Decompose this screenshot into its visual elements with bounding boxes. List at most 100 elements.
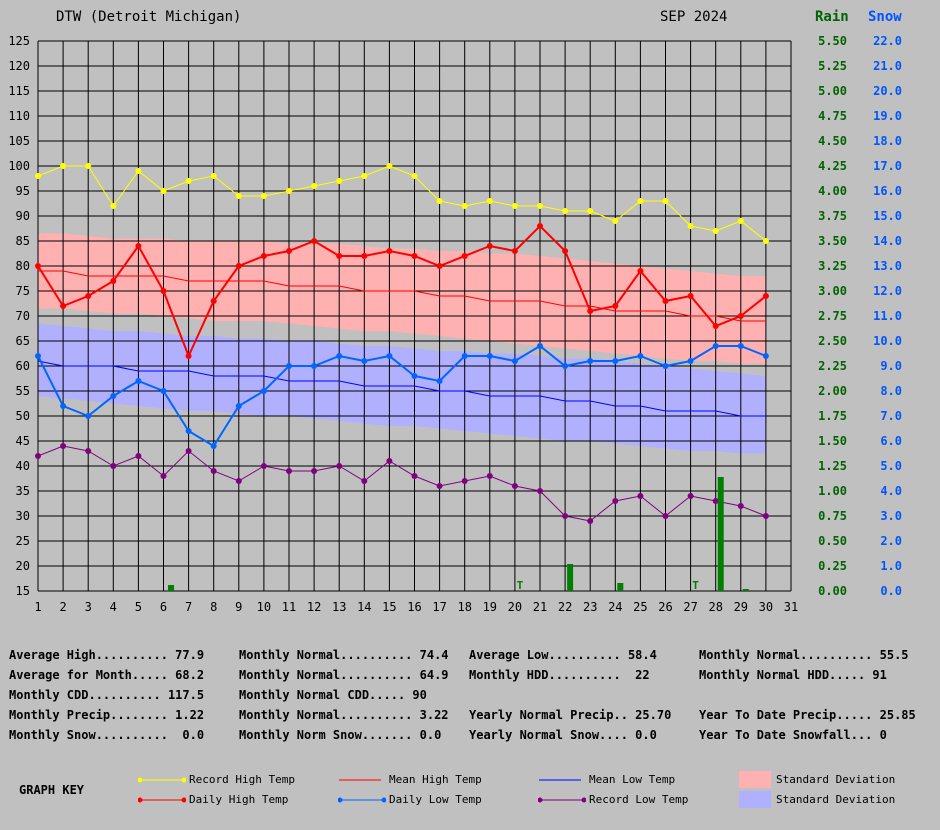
record-low-temp-point	[587, 518, 594, 524]
mean-high-temp-line	[38, 270, 766, 322]
record-high-temp-point	[260, 193, 267, 199]
daily-high-temp-point	[712, 323, 719, 329]
x-tick-label: 7	[185, 600, 192, 614]
record-high-temp-point	[185, 178, 192, 184]
graph-key-title: GRAPH KEY	[19, 783, 85, 797]
record-low-temp-point	[662, 513, 669, 519]
x-tick-label: 1	[34, 600, 41, 614]
daily-low-temp-point	[411, 373, 418, 379]
stat-r3c0: Monthly Precip........ 1.22	[9, 708, 205, 722]
record-low-temp-point	[160, 473, 167, 479]
record-high-temp-point	[486, 198, 493, 204]
record-low-temp-point	[511, 483, 518, 489]
daily-low-temp-point	[110, 393, 117, 399]
rain-tick-label: 2.75	[818, 309, 847, 323]
trace-marker: T	[517, 579, 524, 592]
record-high-temp-point	[637, 198, 644, 204]
daily-high-temp-point	[662, 298, 669, 304]
snow-tick-label: 3.0	[880, 509, 902, 523]
key-sd-high-swatch	[739, 771, 771, 788]
record-low-temp-point	[135, 453, 142, 459]
record-low-temp-point	[386, 458, 393, 464]
daily-high-temp-point	[687, 293, 694, 299]
daily-high-temp-point	[612, 303, 619, 309]
record-high-temp-point	[235, 193, 242, 199]
daily-high-temp-point	[185, 353, 192, 359]
y-tick-label: 40	[16, 459, 30, 473]
climate-chart: 1520253035404550556065707580859095100105…	[8, 34, 902, 614]
daily-high-temp-point	[411, 253, 418, 259]
x-tick-label: 31	[784, 600, 798, 614]
y-tick-label: 85	[16, 234, 30, 248]
key-mean-low-swatch	[539, 779, 581, 781]
stat-r1c3: Monthly Normal HDD..... 91	[699, 668, 887, 682]
precip-bar	[717, 477, 724, 591]
x-tick-label: 2	[59, 600, 66, 614]
x-tick-label: 24	[608, 600, 622, 614]
station-title: DTW (Detroit Michigan)	[56, 9, 242, 25]
daily-low-temp-point	[235, 403, 242, 409]
key-record-low-swatch	[538, 797, 586, 803]
y-tick-label: 115	[8, 84, 30, 98]
y-tick-label: 120	[8, 59, 30, 73]
x-tick-label: 22	[558, 600, 572, 614]
record-low-temp-point	[637, 493, 644, 499]
record-high-temp-point	[436, 198, 443, 204]
record-low-temp-point	[537, 488, 543, 494]
rain-tick-label: 4.75	[818, 109, 847, 123]
record-high-temp-point	[587, 208, 594, 214]
key-sd-high-label: Standard Deviation	[776, 773, 896, 786]
daily-high-temp-point	[361, 253, 368, 259]
y-tick-label: 60	[16, 359, 30, 373]
x-tick-label: 21	[533, 600, 547, 614]
key-daily-low-label: Daily Low Temp	[389, 793, 482, 806]
rain-tick-label: 0.25	[818, 559, 847, 573]
record-high-temp-point	[35, 173, 41, 179]
snow-tick-label: 7.0	[880, 409, 902, 423]
x-tick-label: 16	[407, 600, 421, 614]
daily-high-temp-point	[537, 223, 543, 229]
stat-r4c2: Yearly Normal Snow.... 0.0	[469, 728, 657, 742]
stat-r4c0: Monthly Snow.......... 0.0	[9, 728, 205, 742]
daily-high-temp-point	[737, 313, 744, 319]
precip-bar	[742, 589, 749, 591]
record-high-temp-point	[612, 218, 619, 224]
y-tick-label: 20	[16, 559, 30, 573]
x-tick-label: 30	[759, 600, 773, 614]
x-tick-label: 3	[85, 600, 92, 614]
daily-low-temp-point	[260, 388, 267, 394]
rain-tick-label: 2.00	[818, 384, 847, 398]
stat-r4c3: Year To Date Snowfall... 0	[699, 728, 887, 742]
y-tick-label: 95	[16, 184, 30, 198]
record-high-temp-point	[286, 188, 292, 194]
record-high-temp-point	[737, 218, 744, 224]
stat-r1c0: Average for Month..... 68.2	[9, 668, 205, 682]
record-low-temp-point	[762, 513, 769, 519]
key-record-high-label: Record High Temp	[189, 773, 295, 786]
stat-r0c0: Average High.......... 77.9	[9, 648, 205, 662]
snow-tick-label: 20.0	[873, 84, 902, 98]
rain-tick-label: 0.75	[818, 509, 847, 523]
low-std-dev-band	[38, 323, 766, 454]
record-high-temp-point	[361, 173, 368, 179]
rain-tick-label: 1.50	[818, 434, 847, 448]
x-tick-label: 8	[210, 600, 217, 614]
record-high-temp-point	[762, 238, 769, 244]
daily-high-temp-point	[110, 278, 117, 284]
snow-tick-label: 10.0	[873, 334, 902, 348]
record-low-temp-point	[687, 493, 694, 499]
rain-tick-label: 5.00	[818, 84, 847, 98]
precip-bar	[567, 564, 574, 591]
daily-low-temp-point	[336, 353, 343, 359]
y-tick-label: 35	[16, 484, 30, 498]
daily-high-temp-point	[587, 308, 594, 314]
record-low-temp-point	[260, 463, 267, 469]
rain-tick-label: 2.25	[818, 359, 847, 373]
snow-tick-label: 11.0	[873, 309, 902, 323]
daily-low-temp-point	[311, 363, 318, 369]
daily-low-temp-point	[210, 443, 217, 449]
rain-tick-label: 3.75	[818, 209, 847, 223]
daily-low-temp-point	[511, 358, 518, 364]
key-mean-low-label: Mean Low Temp	[589, 773, 676, 786]
record-low-temp-point	[562, 513, 569, 519]
